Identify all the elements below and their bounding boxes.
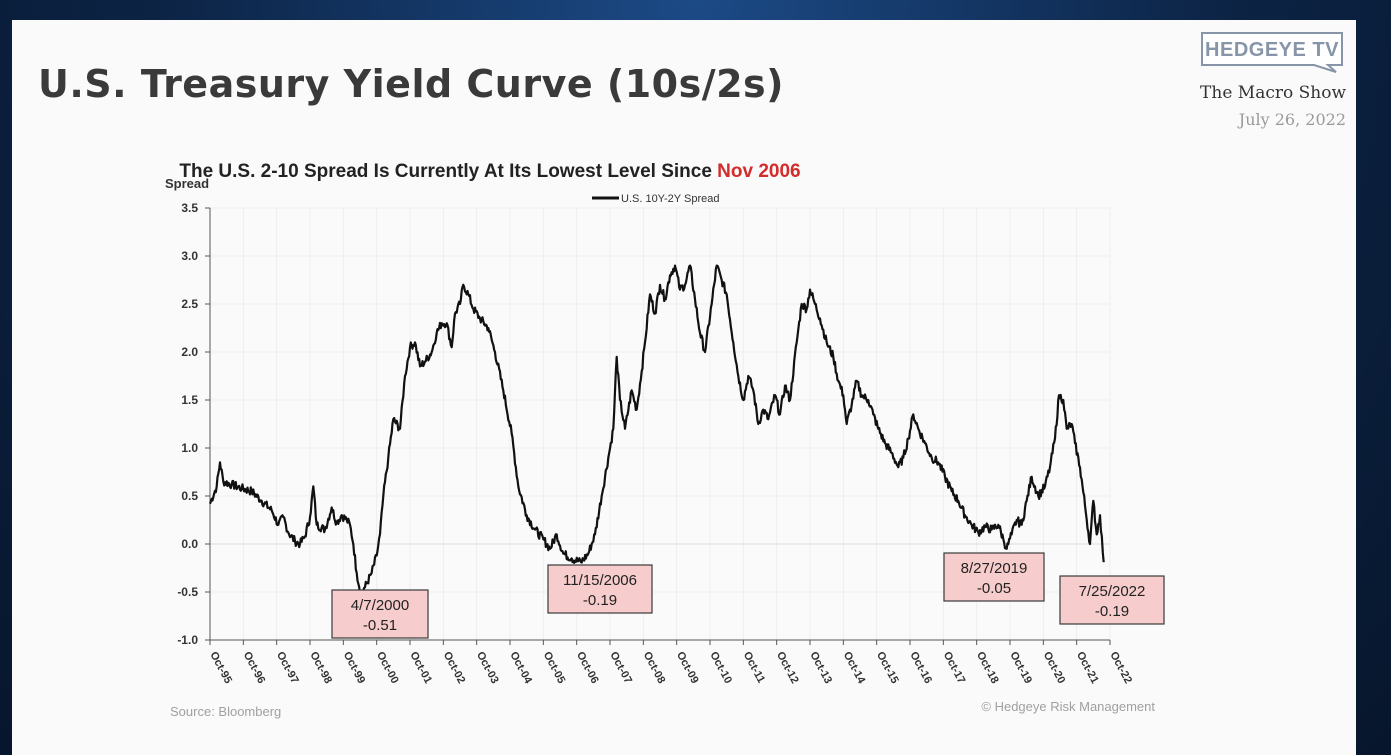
x-tick-label: Oct-15 bbox=[874, 650, 901, 686]
x-tick-label: Oct-14 bbox=[841, 650, 868, 687]
series-line bbox=[208, 264, 1105, 595]
x-tick-label: Oct-06 bbox=[574, 650, 601, 686]
source-note: Source: Bloomberg bbox=[170, 704, 281, 719]
legend: U.S. 10Y-2Y Spread bbox=[592, 193, 719, 205]
show-name: The Macro Show bbox=[1200, 83, 1346, 103]
y-tick-label: 1.5 bbox=[181, 393, 198, 407]
chart-title-highlight: Nov 2006 bbox=[717, 161, 800, 182]
x-tick-label: Oct-04 bbox=[507, 650, 534, 687]
hedgeye-tv-logo: HEDGEYE TV bbox=[1200, 31, 1344, 73]
x-tick-label: Oct-10 bbox=[707, 650, 734, 686]
callout-2: 11/15/2006 -0.19 bbox=[547, 564, 653, 614]
y-tick-label: 3.0 bbox=[181, 249, 198, 263]
x-tick-label: Oct-03 bbox=[474, 650, 501, 686]
y-tick-label: 0.0 bbox=[181, 537, 198, 551]
y-tick-label: -1.0 bbox=[177, 633, 198, 647]
y-tick-label: 2.0 bbox=[181, 345, 198, 359]
x-tick-label: Oct-17 bbox=[941, 650, 968, 686]
yield-curve-chart: The U.S. 2-10 Spread Is Currently At Its… bbox=[165, 161, 1165, 719]
x-tick-label: Oct-11 bbox=[741, 650, 767, 685]
x-tick-label: Oct-07 bbox=[607, 650, 634, 686]
x-tick-label: Oct-01 bbox=[407, 650, 434, 686]
axes bbox=[205, 207, 1111, 645]
legend-label: U.S. 10Y-2Y Spread bbox=[621, 193, 719, 205]
x-tick-label: Oct-97 bbox=[274, 650, 301, 686]
x-tick-label: Oct-20 bbox=[1041, 650, 1068, 686]
y-tick-label: 1.0 bbox=[181, 441, 198, 455]
y-ticks: -1.0 -0.5 0.0 0.5 1.0 1.5 2.0 2.5 3.0 3.5 bbox=[177, 201, 198, 647]
x-tick-label: Oct-05 bbox=[541, 650, 568, 686]
x-ticks: Oct-95 Oct-96 Oct-97 Oct-98 Oct-99 Oct-00 Oct-… bbox=[207, 650, 1134, 687]
x-tick-label: Oct-13 bbox=[807, 650, 834, 686]
x-tick-label: Oct-21 bbox=[1074, 650, 1101, 686]
x-tick-label: Oct-12 bbox=[774, 650, 801, 686]
callout-date: 8/27/2019 bbox=[961, 560, 1028, 577]
show-date: July 26, 2022 bbox=[1238, 110, 1346, 129]
copyright-note: © Hedgeye Risk Management bbox=[981, 699, 1155, 714]
y-tick-label: -0.5 bbox=[177, 585, 198, 599]
y-tick-label: 2.5 bbox=[181, 297, 198, 311]
slide: U.S. Treasury Yield Curve (10s/2s) HEDGE… bbox=[12, 20, 1356, 755]
x-tick-label: Oct-96 bbox=[241, 650, 268, 686]
x-tick-label: Oct-00 bbox=[374, 650, 401, 686]
x-tick-label: Oct-16 bbox=[907, 650, 934, 686]
x-tick-label: Oct-18 bbox=[974, 650, 1001, 686]
callout-4: 7/25/2022 -0.19 bbox=[1059, 575, 1165, 625]
callout-box bbox=[331, 589, 429, 639]
callout-3: 8/27/2019 -0.05 bbox=[943, 552, 1045, 602]
callout-box bbox=[1059, 575, 1165, 625]
callout-value: -0.19 bbox=[583, 592, 617, 609]
callout-box bbox=[547, 564, 653, 614]
x-tick-label: Oct-19 bbox=[1007, 650, 1034, 686]
x-tick-label: Oct-99 bbox=[341, 650, 368, 686]
slide-title: U.S. Treasury Yield Curve (10s/2s) bbox=[38, 62, 785, 106]
annotations: 4/7/2000 -0.51 11/15/2006 -0.19 8/27/2019 -0.… bbox=[331, 552, 1165, 639]
y-tick-label: 0.5 bbox=[181, 489, 198, 503]
callout-value: -0.51 bbox=[363, 617, 397, 634]
chart-title-main: The U.S. 2-10 Spread Is Currently At Its… bbox=[179, 161, 717, 182]
series bbox=[208, 264, 1105, 595]
chart-title: The U.S. 2-10 Spread Is Currently At Its… bbox=[179, 161, 800, 182]
x-tick-label: Oct-08 bbox=[641, 650, 668, 686]
x-tick-label: Oct-09 bbox=[674, 650, 701, 686]
y-axis-label: Spread bbox=[165, 176, 209, 191]
callout-date: 11/15/2006 bbox=[563, 572, 637, 589]
x-tick-label: Oct-98 bbox=[307, 650, 334, 686]
callout-value: -0.19 bbox=[1095, 603, 1129, 620]
y-tick-label: 3.5 bbox=[181, 201, 198, 215]
callout-1: 4/7/2000 -0.51 bbox=[331, 589, 429, 639]
callout-date: 4/7/2000 bbox=[351, 597, 409, 614]
callout-box bbox=[943, 552, 1045, 602]
callout-date: 7/25/2022 bbox=[1079, 583, 1146, 600]
x-tick-label: Oct-22 bbox=[1107, 650, 1134, 686]
logo-text: HEDGEYE TV bbox=[1205, 39, 1339, 61]
callout-value: -0.05 bbox=[977, 580, 1011, 597]
x-tick-label: Oct-95 bbox=[207, 650, 234, 686]
x-tick-label: Oct-02 bbox=[441, 650, 468, 686]
